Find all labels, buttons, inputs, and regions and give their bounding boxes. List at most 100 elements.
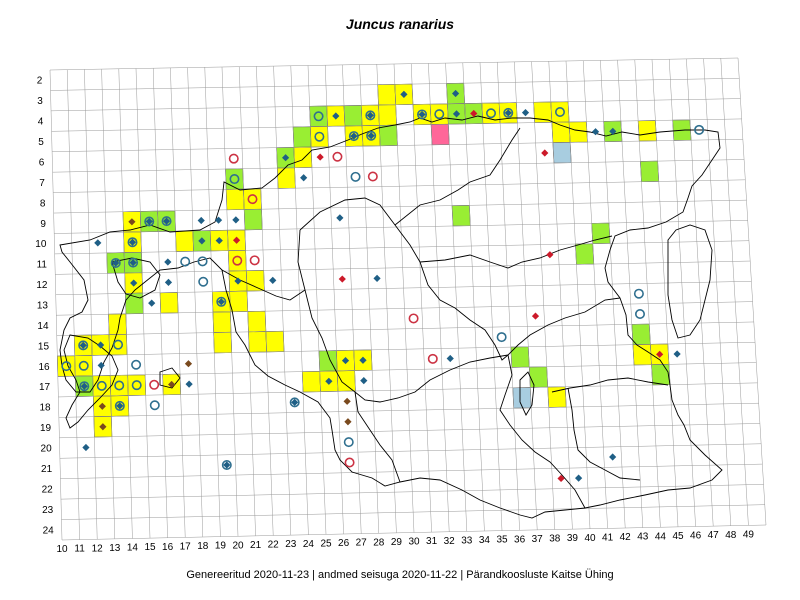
col-label: 22 <box>268 540 280 551</box>
grid-line-vertical <box>565 60 591 529</box>
grid-line-vertical <box>101 69 116 539</box>
grid-cell-yellow <box>377 84 397 106</box>
grid-line-vertical <box>221 66 239 537</box>
observation-circle <box>633 288 644 299</box>
grid-cell-green <box>651 364 671 386</box>
observation-diamond <box>451 89 460 98</box>
col-label: 25 <box>320 538 332 549</box>
observation-diamond <box>129 259 137 267</box>
grid-line-vertical <box>273 66 292 536</box>
grid-line-vertical <box>514 61 538 530</box>
observation-circle <box>131 359 142 370</box>
observation-diamond <box>82 443 90 452</box>
col-label: 42 <box>620 532 632 543</box>
observation-diamond <box>546 251 554 259</box>
observation-diamond <box>116 402 124 410</box>
grid-cell-yellow <box>550 101 570 123</box>
grid-line-vertical <box>410 63 432 533</box>
observation-diamond <box>79 341 87 349</box>
grid-line-vertical <box>359 64 380 534</box>
observation-diamond <box>98 402 106 410</box>
grid-line-horizontal <box>60 484 764 500</box>
grid-line-vertical <box>118 68 133 539</box>
grid-line-horizontal <box>60 463 763 479</box>
observation-circle <box>486 108 497 119</box>
grid-line-horizontal <box>52 138 743 152</box>
observation-diamond <box>575 474 583 482</box>
grid-cell-yellow <box>74 355 94 377</box>
col-label: 49 <box>743 529 755 540</box>
grid-line-vertical <box>428 63 450 532</box>
grid-line-horizontal <box>61 504 765 520</box>
grid-line-horizontal <box>52 159 745 173</box>
col-label: 29 <box>391 537 403 548</box>
row-label: 8 <box>40 198 46 209</box>
observation-diamond <box>148 299 156 307</box>
grid-line-vertical <box>462 62 485 532</box>
observation-diamond <box>164 258 172 266</box>
county-border-1 <box>299 197 456 309</box>
col-label: 39 <box>567 533 579 544</box>
grid-cell-yellow <box>265 330 285 353</box>
row-label: 17 <box>39 382 51 393</box>
map-title: Juncus ranarius <box>345 16 455 32</box>
observation-circle <box>161 216 172 227</box>
county-border-9 <box>567 387 641 481</box>
grid-line-vertical <box>256 66 274 536</box>
grid-cell-yellow <box>568 121 588 143</box>
grid-cell-yellow <box>378 104 397 126</box>
observation-diamond <box>336 214 344 222</box>
grid-line-vertical <box>204 67 221 537</box>
observation-diamond <box>521 109 530 117</box>
grid-cell-blue <box>512 387 532 409</box>
observation-circle <box>114 400 125 411</box>
observation-diamond <box>316 153 324 161</box>
grid-cell-green <box>343 105 363 127</box>
observation-diamond <box>80 382 88 390</box>
observation-circle <box>216 296 227 307</box>
grid-cell-yellow <box>229 290 249 313</box>
row-label: 14 <box>37 321 49 332</box>
observation-circle <box>113 339 124 350</box>
grid-line-vertical <box>445 63 468 532</box>
observation-circle <box>350 171 361 182</box>
col-label: 35 <box>496 535 508 546</box>
observation-circle <box>249 255 260 266</box>
observation-diamond <box>541 149 549 157</box>
grid-cell-yellow <box>277 167 296 189</box>
grid-cell-green <box>575 243 595 265</box>
observation-diamond <box>164 278 173 286</box>
observation-diamond <box>673 350 681 358</box>
grid-line-vertical <box>651 59 679 527</box>
row-label: 7 <box>39 178 45 189</box>
col-label: 28 <box>373 537 385 548</box>
grid-line-vertical <box>617 60 644 528</box>
grid-cell-yellow <box>92 375 112 397</box>
row-label: 16 <box>38 362 50 373</box>
grid-cell-yellow <box>243 188 262 210</box>
observation-circle <box>221 460 232 471</box>
observation-diamond <box>197 216 205 225</box>
grid-line-vertical <box>531 61 556 530</box>
grid-cell-green <box>225 168 244 190</box>
grid-cell-green <box>292 126 312 148</box>
county-border-8 <box>551 377 669 393</box>
observation-diamond <box>338 275 346 283</box>
observation-circle <box>365 110 376 121</box>
col-label: 20 <box>232 540 244 551</box>
grid-line-horizontal <box>56 321 754 336</box>
observation-diamond <box>282 154 290 162</box>
grid-line-horizontal <box>59 423 760 439</box>
observation-diamond <box>446 354 454 363</box>
observation-circle <box>127 237 138 248</box>
observation-circle <box>344 457 355 468</box>
col-label: 17 <box>180 541 192 552</box>
observation-diamond <box>367 132 375 140</box>
row-label: 9 <box>40 219 46 230</box>
observation-diamond <box>609 127 617 136</box>
island-muhu <box>159 367 181 389</box>
col-label: 19 <box>215 541 227 552</box>
observation-circle <box>114 380 125 391</box>
